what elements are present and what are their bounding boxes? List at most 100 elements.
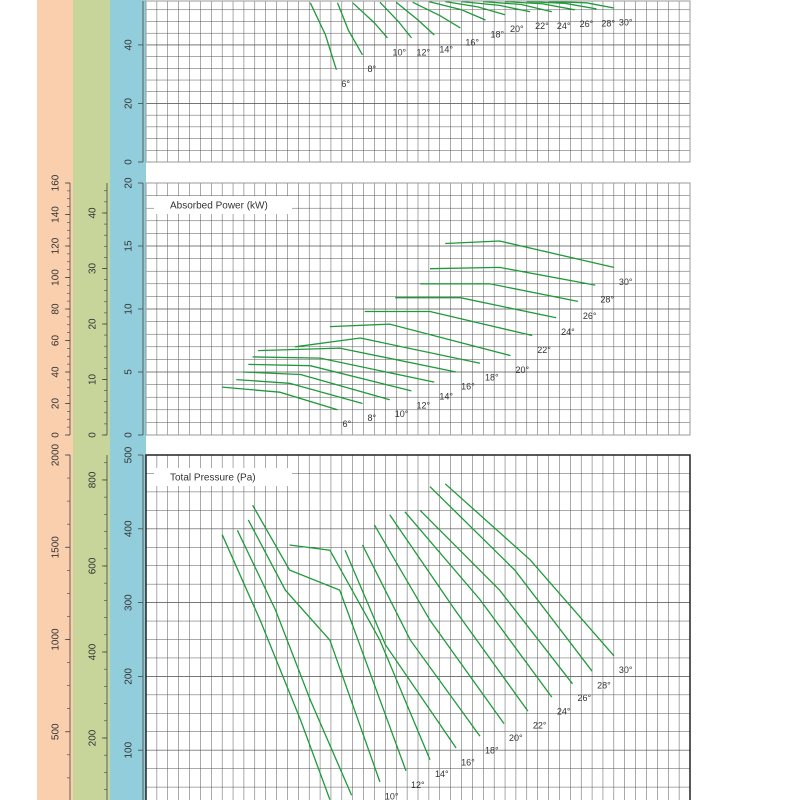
- curve: [429, 266, 596, 286]
- curve: [445, 1, 506, 16]
- curve-label: 22°: [533, 720, 547, 730]
- curve: [395, 297, 557, 319]
- y-tick-label: 0: [88, 432, 99, 438]
- y-tick-label: 20: [124, 177, 135, 189]
- curve-label: 14°: [435, 769, 449, 779]
- y-tick-label: 2000: [51, 443, 62, 466]
- curve: [379, 1, 413, 39]
- curve-label: 26°: [583, 311, 597, 321]
- y-tick-label: 200: [124, 668, 135, 685]
- curve: [526, 1, 597, 10]
- panel-title: Total Pressure (Pa): [170, 473, 256, 484]
- y-tick-label: 15: [124, 240, 135, 252]
- y-tick-label: 60: [51, 335, 62, 347]
- curve: [548, 1, 614, 9]
- y-tick-label: 10: [88, 373, 99, 385]
- curve-label: 10°: [393, 47, 407, 57]
- curve: [329, 323, 511, 357]
- curve: [504, 1, 575, 11]
- y-tick-label: 20: [88, 318, 99, 330]
- curve: [252, 504, 407, 772]
- curve-label: 22°: [535, 21, 549, 31]
- curve: [445, 240, 614, 269]
- curve-label: 28°: [597, 681, 611, 691]
- curve: [289, 544, 431, 761]
- plot-area: [146, 1, 690, 162]
- y-tick-label: 0: [124, 432, 135, 438]
- y-tick-label: 600: [88, 557, 99, 574]
- y-tick-label: 20: [124, 97, 135, 109]
- curve-label: 16°: [461, 757, 475, 767]
- curve-label: 6°: [342, 419, 351, 429]
- y-tick-label: 400: [124, 520, 135, 537]
- y-tick-label: 40: [88, 207, 99, 219]
- y-tick-label: 200: [88, 729, 99, 746]
- curve: [222, 386, 338, 411]
- curve-label: 30°: [619, 17, 633, 27]
- curve: [295, 337, 481, 364]
- curve: [364, 310, 533, 337]
- y-tick-label: 300: [124, 594, 135, 611]
- y-tick-label: 140: [51, 206, 62, 223]
- curve-label: 8°: [368, 413, 377, 423]
- curve-label: 8°: [368, 64, 377, 74]
- curve-label: 28°: [601, 18, 615, 28]
- curve: [309, 2, 338, 70]
- y-tick-label: 0: [124, 159, 135, 165]
- y-tick-label: 100: [124, 741, 135, 758]
- y-tick-label: 20: [51, 398, 62, 410]
- curve-label: 12°: [416, 400, 430, 410]
- strip-orange: [37, 0, 73, 800]
- title-box: [154, 196, 292, 214]
- curve: [247, 519, 381, 783]
- curve: [252, 356, 435, 383]
- curve-label: 26°: [580, 19, 594, 29]
- curve: [361, 544, 481, 737]
- curve-label: 24°: [561, 327, 575, 337]
- curve: [389, 514, 529, 712]
- curve-label: 28°: [600, 294, 614, 304]
- curve: [428, 1, 486, 21]
- curve: [344, 549, 457, 749]
- curve: [242, 371, 390, 401]
- curve-label: 18°: [490, 29, 504, 39]
- curve-label: 20°: [509, 733, 523, 743]
- y-tick-label: 100: [51, 269, 62, 286]
- plot-area: [146, 183, 690, 435]
- y-tick-label: 40: [51, 366, 62, 378]
- curve-label: 12°: [411, 780, 425, 790]
- curve-label: 24°: [557, 21, 571, 31]
- y-tick-label: 30: [88, 262, 99, 274]
- curve: [258, 347, 457, 373]
- curve: [419, 509, 574, 685]
- plot-frame: [145, 182, 691, 436]
- title-box: [154, 468, 292, 486]
- plot-frame: [145, 0, 691, 163]
- plot-frame: [145, 454, 691, 800]
- y-tick-label: 1500: [51, 536, 62, 559]
- curve: [373, 524, 505, 724]
- curve-label: 16°: [465, 37, 479, 47]
- curve-label: 24°: [557, 706, 571, 716]
- strip-blue: [110, 0, 146, 800]
- y-tick-label: 120: [51, 237, 62, 254]
- curve-label: 20°: [510, 24, 524, 34]
- y-tick-label: 500: [124, 446, 135, 463]
- curve: [461, 1, 531, 13]
- curve: [404, 511, 553, 698]
- curve: [236, 378, 363, 405]
- y-tick-label: 0: [51, 432, 62, 438]
- y-tick-label: 400: [88, 643, 99, 660]
- curve-label: 12°: [416, 47, 430, 57]
- y-tick-label: 160: [51, 174, 62, 191]
- curve: [395, 1, 435, 36]
- curve: [248, 363, 412, 392]
- curve: [221, 534, 331, 800]
- curve: [236, 530, 353, 796]
- curve: [483, 1, 552, 13]
- curve: [444, 483, 615, 657]
- curve-label: 14°: [439, 391, 453, 401]
- plot-area: [146, 455, 690, 800]
- y-tick-label: 40: [124, 39, 135, 51]
